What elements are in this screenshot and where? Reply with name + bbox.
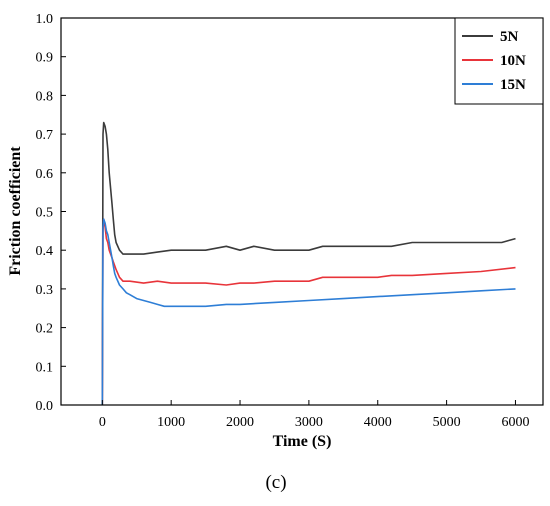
panel-label: (c) — [265, 472, 286, 493]
x-tick-label: 0 — [99, 415, 106, 430]
x-tick-label: 2000 — [226, 415, 254, 430]
y-tick-label: 0.3 — [36, 283, 54, 298]
x-tick-label: 5000 — [433, 415, 461, 430]
y-tick-label: 1.0 — [36, 12, 54, 27]
y-tick-label: 0.8 — [36, 89, 54, 104]
y-tick-label: 0.4 — [36, 244, 54, 259]
x-tick-label: 1000 — [157, 415, 185, 430]
x-axis-title: Time (S) — [273, 433, 332, 450]
y-tick-label: 0.1 — [36, 360, 54, 375]
y-tick-label: 0.2 — [36, 322, 54, 337]
legend-label-5n: 5N — [500, 29, 519, 45]
ticks-layer: 0 1000 2000 3000 4000 5000 6000 0.0 0.1 0.2 0.3 0.4… — [36, 12, 530, 430]
x-tick-label: 6000 — [501, 415, 529, 430]
legend-label-10n: 10N — [500, 53, 526, 69]
y-tick-label: 0.9 — [36, 51, 54, 66]
series-line-5n — [101, 121, 516, 406]
legend-label-15n: 15N — [500, 77, 526, 93]
series-line-10n — [101, 218, 516, 406]
y-axis-title: Friction coefficient — [7, 146, 24, 276]
legend-items: 5N 10N 15N — [462, 29, 526, 93]
legend: 5N 10N 15N — [454, 17, 544, 105]
series-line-15n — [101, 218, 516, 406]
y-tick-label: 0.5 — [36, 206, 54, 221]
y-tick-label: 0.0 — [36, 399, 54, 414]
series-layer — [101, 121, 516, 406]
x-tick-label: 4000 — [364, 415, 392, 430]
y-tick-label: 0.7 — [36, 128, 54, 143]
x-tick-label: 3000 — [295, 415, 323, 430]
y-tick-label: 0.6 — [36, 167, 54, 182]
